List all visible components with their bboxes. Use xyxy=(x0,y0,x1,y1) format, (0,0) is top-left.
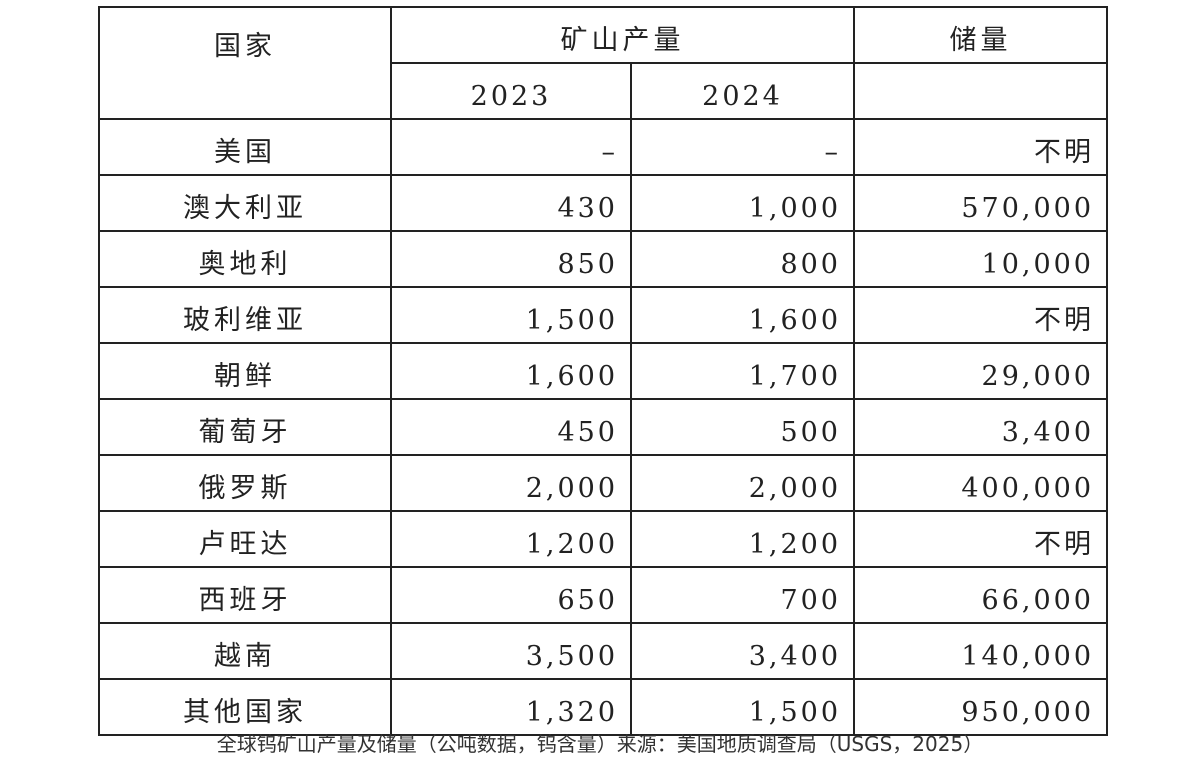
production-2024-cell: 1,000 xyxy=(630,174,855,232)
table-row: 越南 3,500 3,400 140,000 xyxy=(98,622,1108,680)
production-2023-cell: 430 xyxy=(390,174,632,232)
reserves-cell: 400,000 xyxy=(853,454,1108,512)
production-2024-cell: 700 xyxy=(630,566,855,624)
reserves-cell: 950,000 xyxy=(853,678,1108,736)
table-row: 卢旺达 1,200 1,200 不明 xyxy=(98,510,1108,568)
table-row: 其他国家 1,320 1,500 950,000 xyxy=(98,678,1108,736)
production-2023-cell: – xyxy=(390,118,632,176)
country-cell: 其他国家 xyxy=(98,678,392,736)
header-reserves: 储量 xyxy=(853,6,1108,64)
header-production: 矿山产量 xyxy=(390,6,855,64)
production-2023-cell: 850 xyxy=(390,230,632,288)
table-row: 朝鲜 1,600 1,700 29,000 xyxy=(98,342,1108,400)
table-row: 奥地利 850 800 10,000 xyxy=(98,230,1108,288)
header-empty xyxy=(853,62,1108,120)
country-cell: 西班牙 xyxy=(98,566,392,624)
production-2023-cell: 3,500 xyxy=(390,622,632,680)
production-2024-cell: 1,500 xyxy=(630,678,855,736)
table-row: 葡萄牙 450 500 3,400 xyxy=(98,398,1108,456)
production-2024-cell: – xyxy=(630,118,855,176)
reserves-cell: 10,000 xyxy=(853,230,1108,288)
header-country: 国家 xyxy=(98,6,392,120)
production-2024-cell: 1,700 xyxy=(630,342,855,400)
production-2023-cell: 1,200 xyxy=(390,510,632,568)
production-2024-cell: 1,200 xyxy=(630,510,855,568)
header-2024: 2024 xyxy=(630,62,855,120)
reserves-cell: 3,400 xyxy=(853,398,1108,456)
country-cell: 俄罗斯 xyxy=(98,454,392,512)
production-2024-cell: 500 xyxy=(630,398,855,456)
tungsten-table: 国家 矿山产量 储量 2023 2024 美国 – – 不明 澳大利亚 430 1,000 5… xyxy=(98,6,1108,736)
country-cell: 越南 xyxy=(98,622,392,680)
table-row: 美国 – – 不明 xyxy=(98,118,1108,176)
header-2023: 2023 xyxy=(390,62,632,120)
production-2023-cell: 450 xyxy=(390,398,632,456)
production-2023-cell: 1,320 xyxy=(390,678,632,736)
table-row: 澳大利亚 430 1,000 570,000 xyxy=(98,174,1108,232)
production-2023-cell: 1,600 xyxy=(390,342,632,400)
table-row: 西班牙 650 700 66,000 xyxy=(98,566,1108,624)
table-row: 玻利维亚 1,500 1,600 不明 xyxy=(98,286,1108,344)
country-cell: 卢旺达 xyxy=(98,510,392,568)
header-row-1: 国家 矿山产量 储量 xyxy=(98,6,1108,120)
production-2024-cell: 3,400 xyxy=(630,622,855,680)
table-caption: 全球钨矿山产量及储量（公吨数据，钨含量）来源：美国地质调查局（USGS，2025… xyxy=(216,732,984,756)
reserves-cell: 66,000 xyxy=(853,566,1108,624)
reserves-cell: 不明 xyxy=(853,286,1108,344)
header-row-2: 2023 2024 xyxy=(99,62,1108,120)
country-cell: 澳大利亚 xyxy=(98,174,392,232)
production-2024-cell: 2,000 xyxy=(630,454,855,512)
reserves-cell: 不明 xyxy=(853,118,1108,176)
reserves-cell: 29,000 xyxy=(853,342,1108,400)
country-cell: 美国 xyxy=(98,118,392,176)
reserves-cell: 570,000 xyxy=(853,174,1108,232)
reserves-cell: 不明 xyxy=(853,510,1108,568)
table-row: 俄罗斯 2,000 2,000 400,000 xyxy=(98,454,1108,512)
country-cell: 玻利维亚 xyxy=(98,286,392,344)
reserves-cell: 140,000 xyxy=(853,622,1108,680)
production-2023-cell: 1,500 xyxy=(390,286,632,344)
production-2024-cell: 1,600 xyxy=(630,286,855,344)
production-2023-cell: 650 xyxy=(390,566,632,624)
country-cell: 奥地利 xyxy=(98,230,392,288)
production-2024-cell: 800 xyxy=(630,230,855,288)
production-2023-cell: 2,000 xyxy=(390,454,632,512)
country-cell: 葡萄牙 xyxy=(98,398,392,456)
country-cell: 朝鲜 xyxy=(98,342,392,400)
